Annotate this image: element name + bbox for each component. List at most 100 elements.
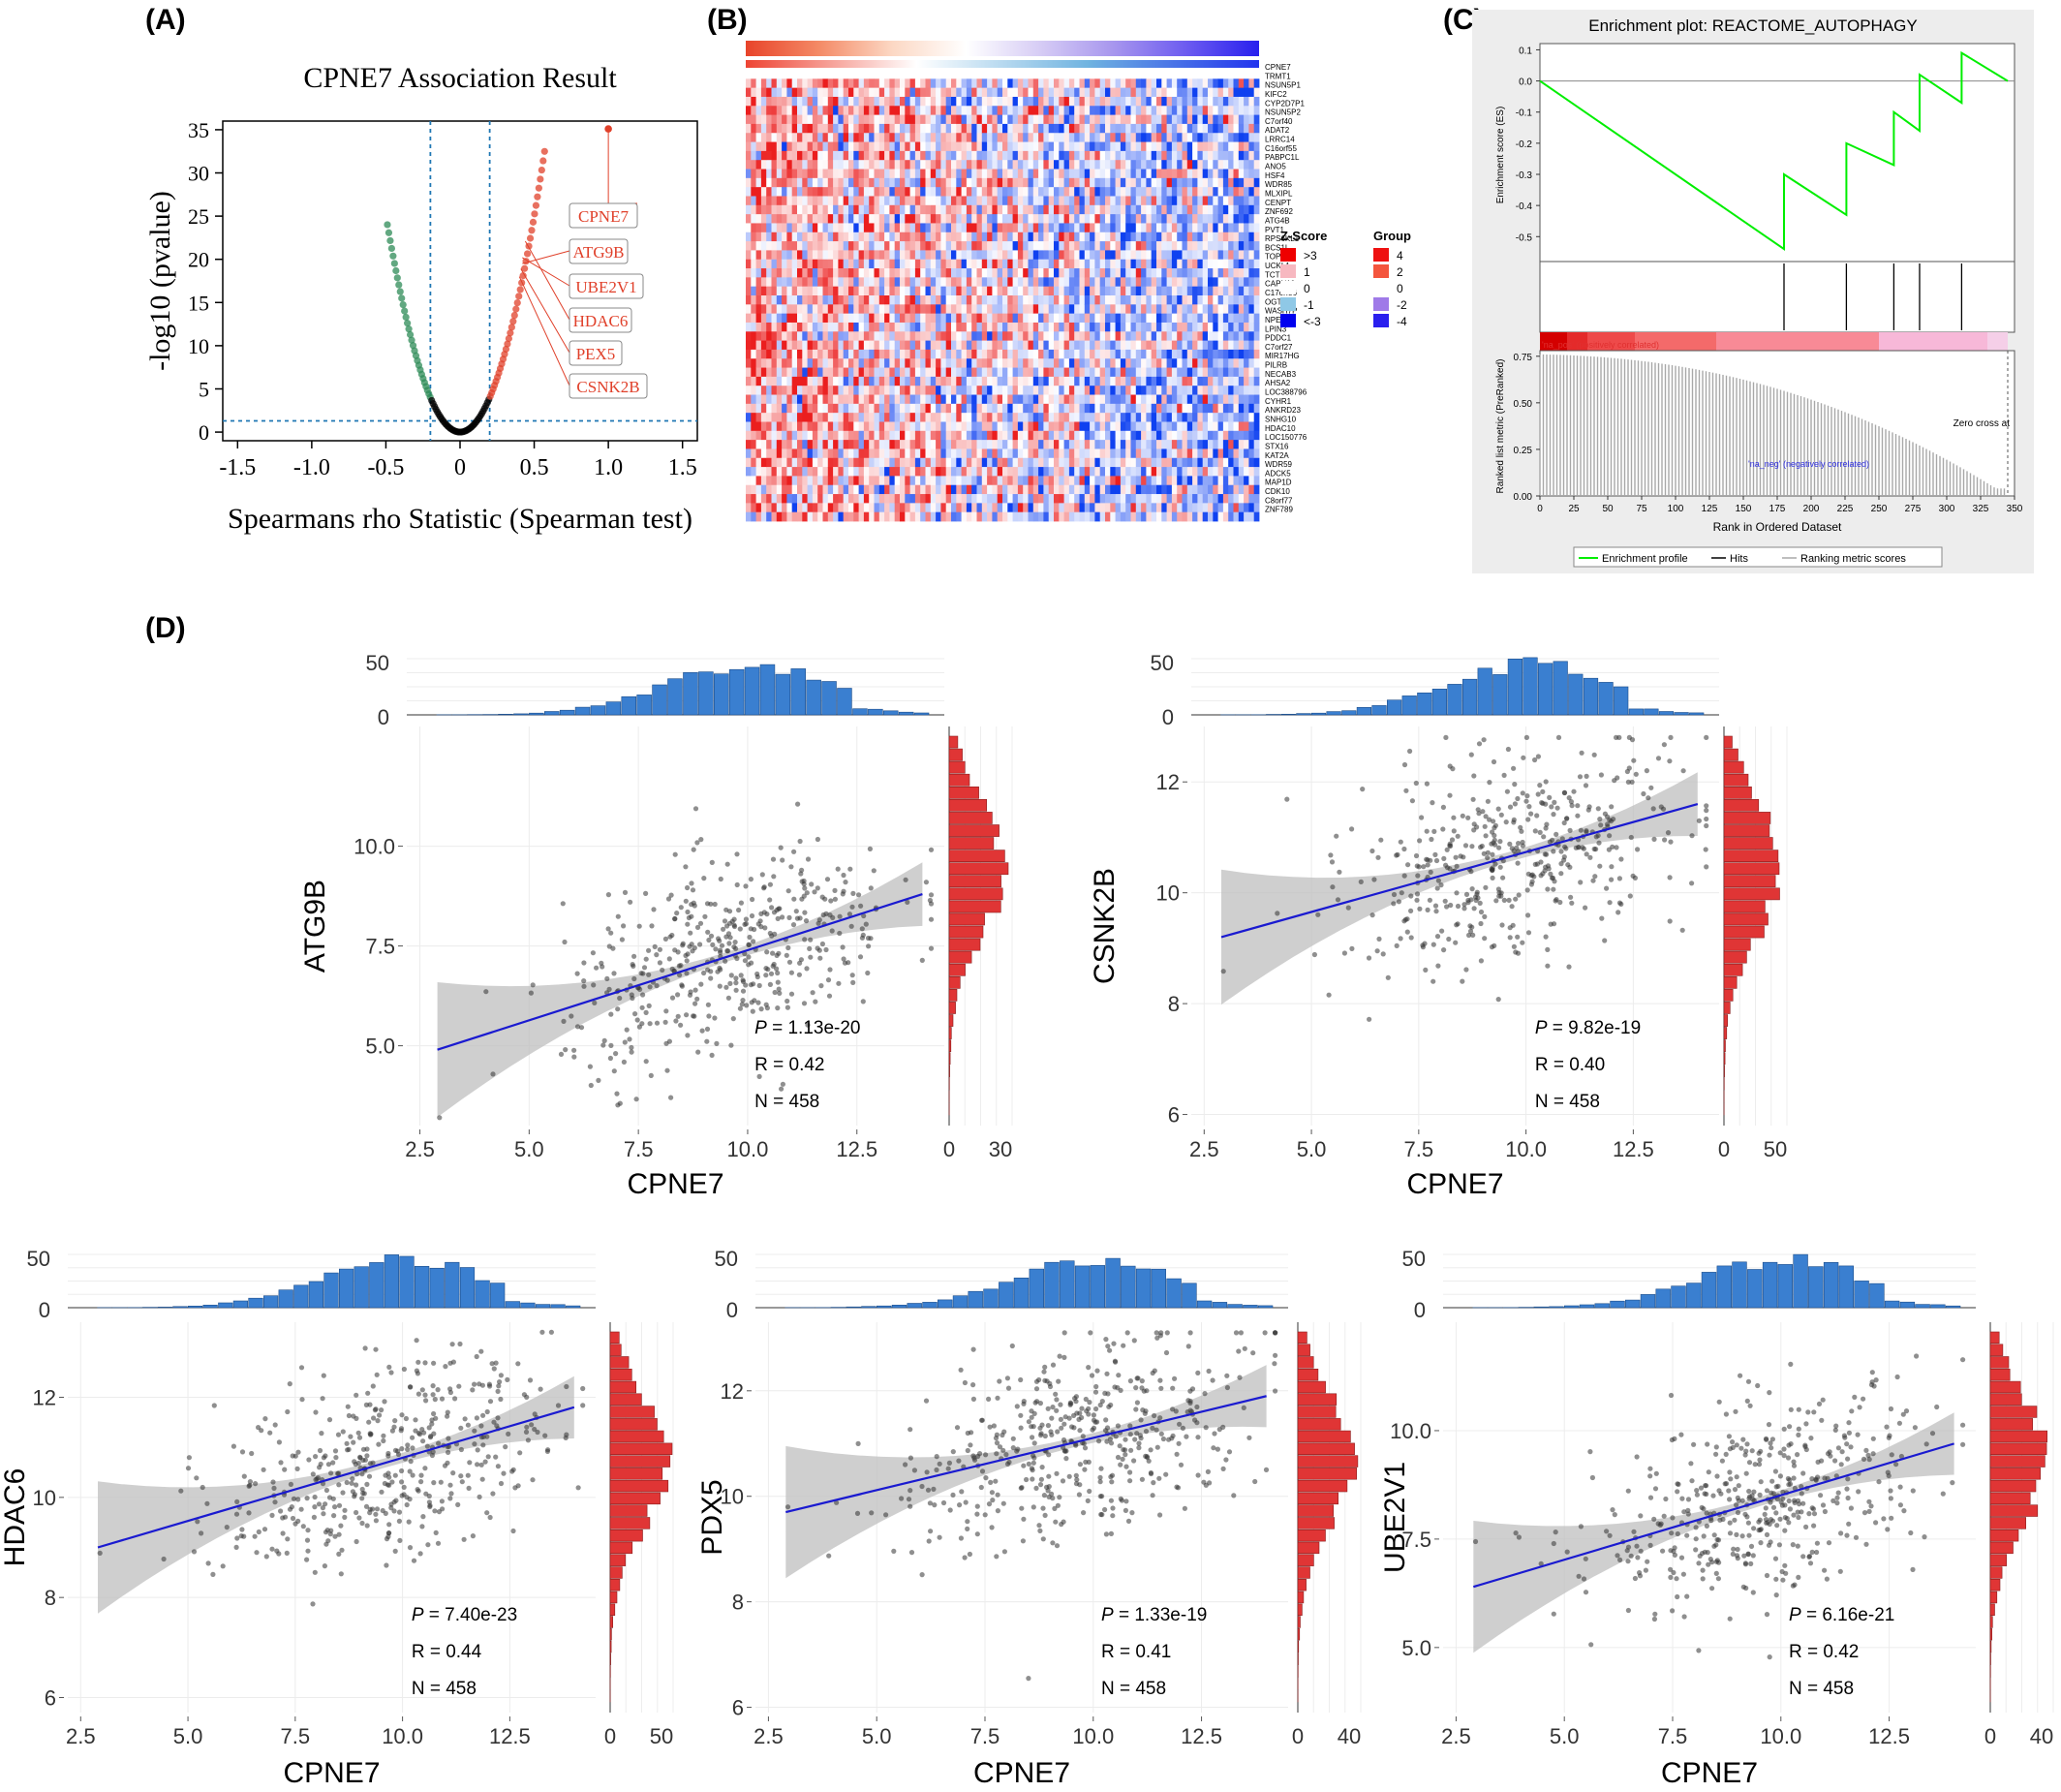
heatmap-cell [966,413,972,422]
panel-label-d: (D) [145,612,186,644]
heatmap-cell [971,313,977,324]
heatmap-cell [858,484,865,495]
heatmap-cell [1161,430,1167,441]
heatmap-cell [1182,106,1188,115]
heatmap-cell [1007,78,1013,89]
heatmap-cell [812,141,818,152]
heatmap-cell [889,141,896,152]
heatmap-cell [956,440,962,449]
heatmap-cell [1244,440,1249,449]
heatmap-cell [1028,467,1034,477]
heatmap-cell [971,277,977,288]
heatmap-cell [976,349,983,359]
heatmap-cell [838,484,845,495]
heatmap-cell [966,421,972,432]
heatmap-cell [961,87,968,98]
heatmap-cell [776,106,783,115]
heatmap-cell [914,313,921,324]
heatmap-cell [925,403,932,414]
heatmap-cell [1151,160,1157,170]
heatmap-cell [822,440,829,449]
heatmap-cell [966,123,972,134]
heatmap-cell [1063,340,1070,351]
heatmap-cell [1090,430,1095,441]
heatmap-cell [1197,123,1204,134]
heatmap-cell [1202,123,1209,134]
heatmap-cell [992,394,999,405]
gene-point [392,266,400,275]
heatmap-cell [1007,484,1013,495]
heatmap-cell [791,223,798,233]
heatmap-cell [1048,313,1055,324]
gene-point [512,305,520,313]
heatmap-cell [755,241,762,251]
heatmap-cell [1244,241,1249,251]
heatmap-cell [1151,177,1157,188]
heatmap-cell [1105,177,1111,188]
heatmap-cell [853,133,859,142]
heatmap-cell [1115,241,1122,251]
heatmap-cell [992,277,999,288]
heatmap-cell [812,476,818,486]
heatmap-cell [863,494,870,504]
heatmap-cell [1002,503,1008,513]
heatmap-cell [771,367,778,378]
heatmap-cell [833,78,839,89]
heatmap-cell [889,277,896,288]
heatmap-cell [1079,476,1086,486]
heatmap-cell [848,133,854,142]
heatmap-cell [776,457,783,468]
heatmap-cell [971,87,977,98]
heatmap-cell [1186,141,1193,152]
heatmap-cell [884,394,890,405]
heatmap-cell [1141,313,1147,324]
heatmap-cell [1028,376,1034,386]
heatmap-cell [1084,403,1091,414]
heatmap-cell [1130,494,1137,504]
heatmap-cell [925,232,932,242]
heatmap-cell [1177,476,1183,486]
heatmap-cell [1043,106,1050,115]
heatmap-cell [930,78,937,89]
heatmap-cell [1110,467,1116,477]
heatmap-cell [822,114,829,125]
heatmap-cell [1079,484,1086,495]
heatmap-cell [766,304,772,315]
heatmap-cell [1115,87,1122,98]
heatmap-cell [1130,87,1137,98]
heatmap-cell [909,250,916,261]
heatmap-cell [1217,150,1224,161]
heatmap-cell [987,241,993,251]
heatmap-cell [817,187,823,197]
heatmap-cell [889,268,896,278]
heatmap-cell [807,376,814,386]
heatmap-cell [1161,114,1167,125]
heatmap-cell [1186,511,1193,522]
heatmap-cell [802,413,808,422]
heatmap-cell [1043,187,1050,197]
heatmap-cell [981,503,988,513]
heatmap-cell [776,87,783,98]
heatmap-cell [1094,204,1101,215]
heatmap-cell [848,448,854,459]
heatmap-cell [863,386,870,395]
heatmap-cell [878,349,885,359]
heatmap-cell [1094,484,1101,495]
heatmap-cell [1038,476,1044,486]
heatmap-cell [853,331,859,341]
heatmap-cell [812,467,818,477]
heatmap-cell [1233,494,1240,504]
heatmap-cell [1094,160,1101,170]
heatmap-cell [956,322,962,332]
heatmap-cell [940,358,947,368]
heatmap-cell [1244,286,1249,296]
heatmap-cell [914,78,921,89]
heatmap-cell [874,376,880,386]
heatmap-cell [1186,340,1193,351]
heatmap-cell [1023,241,1029,251]
heatmap-cell [1023,169,1029,179]
heatmap-cell [1202,114,1209,125]
heatmap-cell [1213,304,1218,315]
heatmap-cell [966,476,972,486]
heatmap-cell [869,114,875,125]
